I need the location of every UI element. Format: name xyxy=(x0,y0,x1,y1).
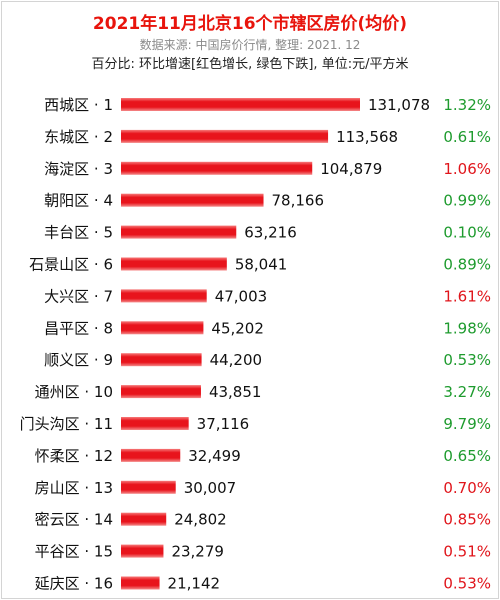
mom-change-label: 0.99% xyxy=(443,192,491,210)
mom-change-label: 0.65% xyxy=(443,447,491,465)
mom-change-label: 1.32% xyxy=(443,96,491,114)
bar xyxy=(121,512,167,526)
bar xyxy=(121,448,181,462)
bar xyxy=(121,257,227,271)
mom-change-label: 9.79% xyxy=(443,415,491,433)
chart-title: 2021年11月北京16个市辖区房价(均价) xyxy=(92,14,408,34)
category-label: 怀柔区 · 12 xyxy=(35,447,113,465)
legend-note: 百分比: 环比增速[红色增长, 绿色下跌], 单位:元/平方米 xyxy=(91,57,409,72)
category-label: 海淀区 · 3 xyxy=(44,160,113,178)
bar xyxy=(121,225,237,239)
bar xyxy=(121,289,207,303)
bar xyxy=(121,480,176,494)
category-label: 通州区 · 10 xyxy=(35,383,113,401)
bar xyxy=(121,98,360,111)
mom-change-label: 0.70% xyxy=(443,479,491,497)
bar xyxy=(121,321,204,335)
value-label: 43,851 xyxy=(209,383,262,401)
value-label: 24,802 xyxy=(174,511,227,529)
value-label: 32,499 xyxy=(188,447,241,465)
value-label: 45,202 xyxy=(211,319,264,337)
mom-change-label: 1.61% xyxy=(443,287,491,305)
value-label: 47,003 xyxy=(215,287,267,305)
value-label: 21,142 xyxy=(168,575,221,593)
category-label: 朝阳区 · 4 xyxy=(44,192,113,210)
category-label: 顺义区 · 9 xyxy=(44,351,113,369)
category-label: 房山区 · 13 xyxy=(35,479,113,497)
category-label: 延庆区 · 16 xyxy=(35,575,113,593)
mom-change-label: 0.53% xyxy=(443,351,491,369)
category-label: 丰台区 · 5 xyxy=(44,224,113,242)
mom-change-label: 0.85% xyxy=(443,511,491,529)
value-label: 63,216 xyxy=(244,224,297,242)
bar xyxy=(121,576,160,590)
bar xyxy=(121,193,264,207)
category-label: 西城区 · 1 xyxy=(44,96,113,114)
bar xyxy=(121,129,329,143)
value-label: 23,279 xyxy=(171,543,224,561)
bar xyxy=(121,417,189,430)
category-label: 密云区 · 14 xyxy=(35,511,113,529)
category-label: 东城区 · 2 xyxy=(44,128,113,146)
bar xyxy=(121,353,202,367)
mom-change-label: 0.61% xyxy=(443,128,491,146)
value-label: 78,166 xyxy=(272,192,325,210)
value-label: 113,568 xyxy=(336,128,398,146)
value-label: 37,116 xyxy=(197,415,250,433)
mom-change-label: 0.53% xyxy=(443,575,491,593)
category-label: 门头沟区 · 11 xyxy=(20,415,113,433)
mom-change-label: 0.51% xyxy=(443,543,491,561)
category-label: 大兴区 · 7 xyxy=(44,287,113,305)
mom-change-label: 1.98% xyxy=(443,319,491,337)
mom-change-label: 0.89% xyxy=(443,256,491,274)
value-label: 30,007 xyxy=(184,479,237,497)
value-label: 44,200 xyxy=(210,351,263,369)
category-label: 昌平区 · 8 xyxy=(44,319,113,337)
category-label: 石景山区 · 6 xyxy=(29,256,113,274)
mom-change-label: 3.27% xyxy=(443,383,491,401)
category-label: 平谷区 · 15 xyxy=(35,543,113,561)
bar xyxy=(121,161,313,175)
value-label: 131,078 xyxy=(368,96,430,114)
data-source: 数据来源: 中国房价行情, 整理: 2021. 12 xyxy=(139,38,361,52)
mom-change-label: 1.06% xyxy=(443,160,491,178)
bar xyxy=(121,544,164,558)
mom-change-label: 0.10% xyxy=(443,224,491,242)
value-label: 104,879 xyxy=(320,160,382,178)
value-label: 58,041 xyxy=(235,256,288,274)
bar xyxy=(121,385,201,399)
